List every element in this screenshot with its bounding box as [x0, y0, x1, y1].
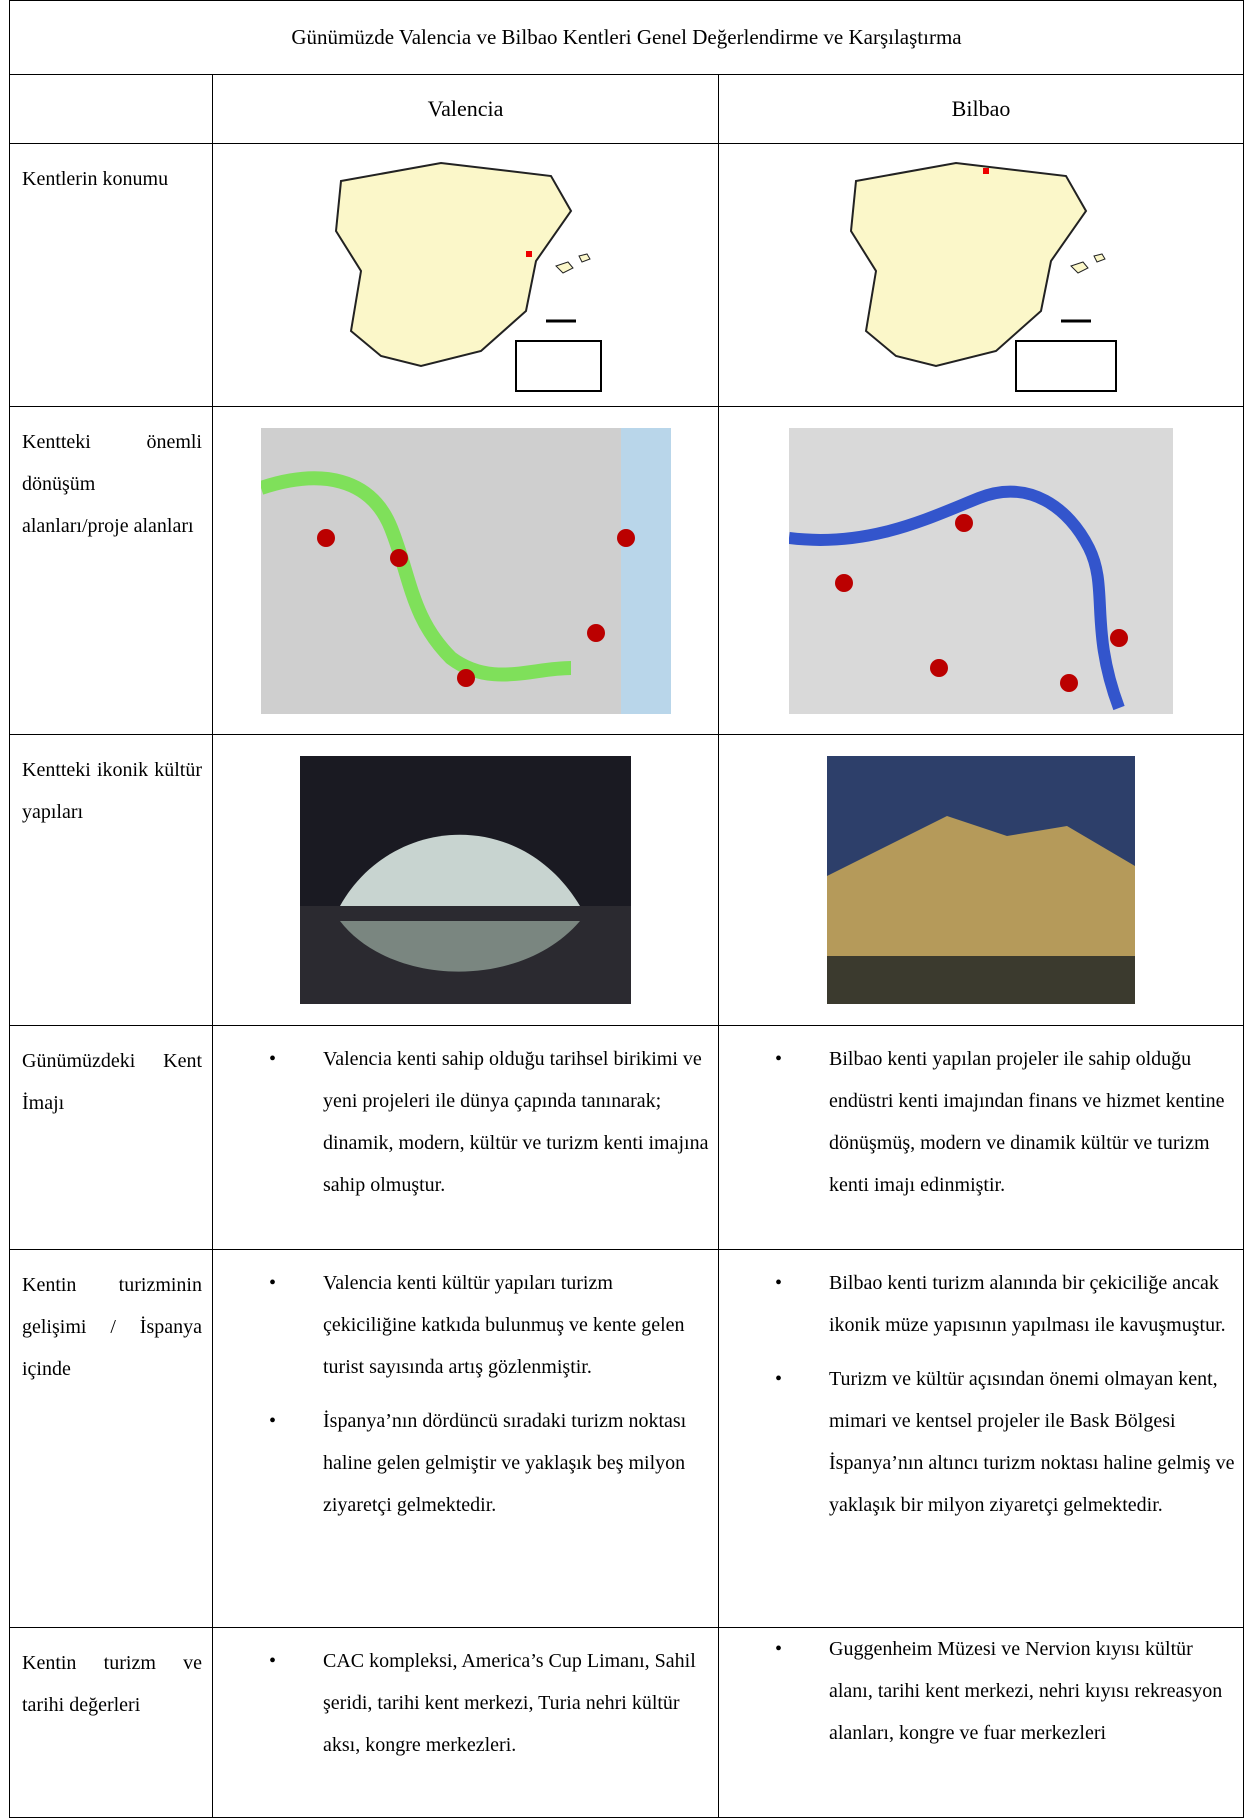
- bullet-list: CAC kompleksi, America’s Cup Limanı, Sah…: [213, 1640, 718, 1766]
- row-label: Kentin turizminin gelişimi / İspanya içi…: [9, 1249, 213, 1628]
- bullet: Bilbao kenti turizm alanında bir çekicil…: [775, 1262, 1235, 1346]
- bullet: Valencia kenti sahip olduğu tarihsel bir…: [269, 1038, 710, 1206]
- bullet: Valencia kenti kültür yapıları turizm çe…: [269, 1262, 710, 1388]
- bullet: Guggenheim Müzesi ve Nervion kıyısı kült…: [775, 1628, 1235, 1754]
- bullet: Bilbao kenti yapılan projeler ile sahip …: [775, 1038, 1235, 1206]
- bullet-list: Bilbao kenti turizm alanında bir çekicil…: [719, 1262, 1243, 1526]
- bullet-list: Valencia kenti sahip olduğu tarihsel bir…: [213, 1038, 718, 1206]
- bullet-list: Valencia kenti kültür yapıları turizm çe…: [213, 1262, 718, 1526]
- bilbao-project-map: [789, 427, 1173, 714]
- bullet: İspanya’nın dördüncü sıradaki turizm nok…: [269, 1400, 710, 1526]
- row-label: Kentteki önemli dönüşüm alanları/proje a…: [9, 406, 213, 735]
- empty-cell: [9, 74, 213, 144]
- valencia-photo: [300, 756, 631, 1004]
- bullet: Turizm ve kültür açısından önemi olmayan…: [775, 1358, 1235, 1526]
- column-header: Bilbao: [717, 74, 1245, 144]
- table-title: Günümüzde Valencia ve Bilbao Kentleri Ge…: [8, 0, 1245, 75]
- spain-map: [334, 161, 602, 392]
- bilbao-photo: [827, 756, 1135, 1004]
- valencia-project-map: [260, 427, 671, 714]
- spain-map: [849, 161, 1117, 392]
- bullet-list: Bilbao kenti yapılan projeler ile sahip …: [719, 1038, 1243, 1206]
- bullet: CAC kompleksi, America’s Cup Limanı, Sah…: [269, 1640, 710, 1766]
- column-header: Valencia: [212, 74, 719, 144]
- bullet-list: Guggenheim Müzesi ve Nervion kıyısı kült…: [719, 1628, 1243, 1754]
- row-label: Kentin turizm ve tarihi değerleri: [9, 1627, 213, 1818]
- row-label: Günümüzdeki Kent İmajı: [9, 1025, 213, 1250]
- comparison-table: Günümüzde Valencia ve Bilbao Kentleri Ge…: [8, 0, 1245, 1818]
- row-label: Kentteki ikonik kültür yapıları: [9, 734, 213, 1026]
- row-label: Kentlerin konumu: [9, 143, 213, 407]
